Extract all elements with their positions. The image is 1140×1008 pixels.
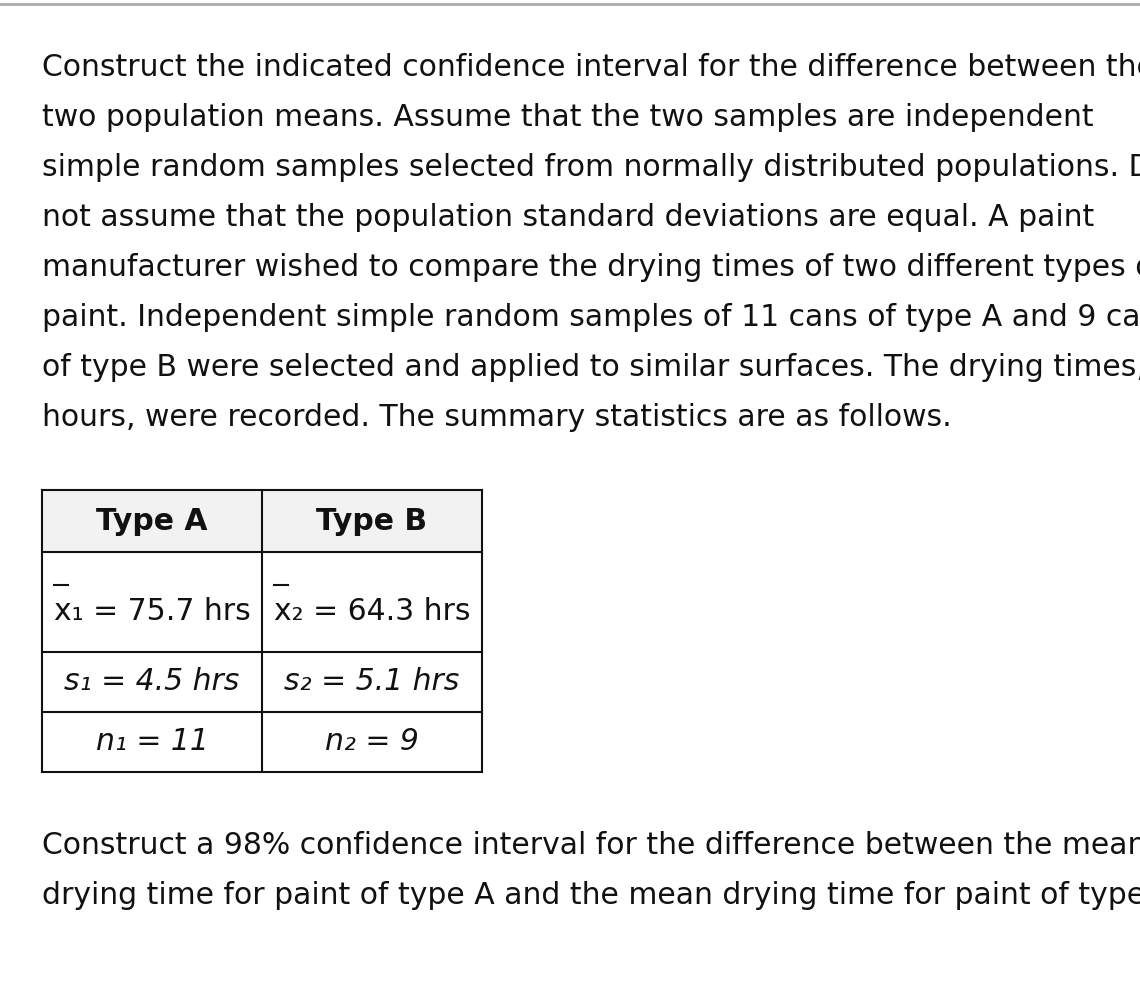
Text: drying time for paint of type A and the mean drying time for paint of type B.: drying time for paint of type A and the … bbox=[42, 881, 1140, 909]
Text: two population means. Assume that the two samples are independent: two population means. Assume that the tw… bbox=[42, 103, 1093, 131]
Text: x₂ = 64.3 hrs: x₂ = 64.3 hrs bbox=[274, 598, 471, 627]
Text: Construct a 98% confidence interval for the difference between the mean: Construct a 98% confidence interval for … bbox=[42, 831, 1140, 860]
Text: n₁ = 11: n₁ = 11 bbox=[96, 728, 209, 756]
Text: not assume that the population standard deviations are equal. A paint: not assume that the population standard … bbox=[42, 203, 1094, 232]
Text: Type A: Type A bbox=[96, 506, 207, 535]
Text: Type B: Type B bbox=[317, 506, 428, 535]
Text: of type B were selected and applied to similar surfaces. The drying times, in: of type B were selected and applied to s… bbox=[42, 353, 1140, 381]
Bar bbox=[42, 490, 482, 552]
Text: simple random samples selected from normally distributed populations. Do: simple random samples selected from norm… bbox=[42, 152, 1140, 181]
Text: Construct the indicated confidence interval for the difference between the: Construct the indicated confidence inter… bbox=[42, 52, 1140, 82]
Text: x₁ = 75.7 hrs: x₁ = 75.7 hrs bbox=[54, 598, 251, 627]
Text: n₂ = 9: n₂ = 9 bbox=[325, 728, 418, 756]
Text: s₂ = 5.1 hrs: s₂ = 5.1 hrs bbox=[284, 667, 459, 697]
Text: manufacturer wished to compare the drying times of two different types of: manufacturer wished to compare the dryin… bbox=[42, 252, 1140, 281]
Text: s₁ = 4.5 hrs: s₁ = 4.5 hrs bbox=[64, 667, 239, 697]
Text: hours, were recorded. The summary statistics are as follows.: hours, were recorded. The summary statis… bbox=[42, 402, 952, 431]
Text: paint. Independent simple random samples of 11 cans of type A and 9 cans: paint. Independent simple random samples… bbox=[42, 302, 1140, 332]
